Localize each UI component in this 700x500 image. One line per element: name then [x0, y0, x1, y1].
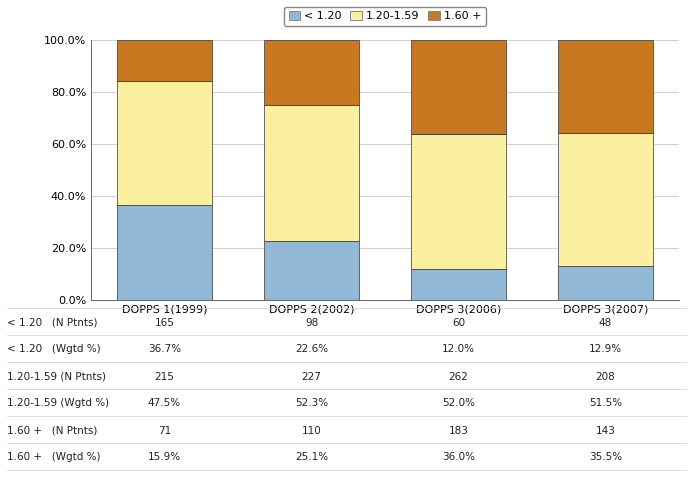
Text: 36.0%: 36.0% — [442, 452, 475, 462]
Bar — [264, 241, 359, 300]
Text: < 1.20   (Wgtd %): < 1.20 (Wgtd %) — [7, 344, 101, 354]
Text: 98: 98 — [305, 318, 318, 328]
Text: 35.5%: 35.5% — [589, 452, 622, 462]
Text: 262: 262 — [449, 372, 468, 382]
Text: 183: 183 — [449, 426, 468, 436]
Bar — [117, 81, 212, 204]
Text: 110: 110 — [302, 426, 321, 436]
Bar — [264, 40, 359, 106]
Text: 1.20-1.59 (Wgtd %): 1.20-1.59 (Wgtd %) — [7, 398, 109, 408]
Text: 51.5%: 51.5% — [589, 398, 622, 408]
Text: 48: 48 — [599, 318, 612, 328]
Legend: < 1.20, 1.20-1.59, 1.60 +: < 1.20, 1.20-1.59, 1.60 + — [284, 6, 486, 26]
Bar — [411, 134, 506, 269]
Bar — [117, 40, 212, 81]
Text: 47.5%: 47.5% — [148, 398, 181, 408]
Text: 60: 60 — [452, 318, 465, 328]
Text: 165: 165 — [155, 318, 174, 328]
Text: 25.1%: 25.1% — [295, 452, 328, 462]
Text: 215: 215 — [155, 372, 174, 382]
Bar — [117, 204, 212, 300]
Text: 15.9%: 15.9% — [148, 452, 181, 462]
Bar — [558, 266, 653, 300]
Text: < 1.20   (N Ptnts): < 1.20 (N Ptnts) — [7, 318, 97, 328]
Text: 1.60 +   (Wgtd %): 1.60 + (Wgtd %) — [7, 452, 101, 462]
Text: 143: 143 — [596, 426, 615, 436]
Text: 22.6%: 22.6% — [295, 344, 328, 354]
Text: 227: 227 — [302, 372, 321, 382]
Text: 1.60 +   (N Ptnts): 1.60 + (N Ptnts) — [7, 426, 97, 436]
Bar — [411, 269, 506, 300]
Bar — [264, 106, 359, 241]
Text: 71: 71 — [158, 426, 171, 436]
Text: 12.9%: 12.9% — [589, 344, 622, 354]
Text: 52.0%: 52.0% — [442, 398, 475, 408]
Text: 36.7%: 36.7% — [148, 344, 181, 354]
Text: 1.20-1.59 (N Ptnts): 1.20-1.59 (N Ptnts) — [7, 372, 106, 382]
Text: 52.3%: 52.3% — [295, 398, 328, 408]
Text: 12.0%: 12.0% — [442, 344, 475, 354]
Bar — [558, 132, 653, 266]
Bar — [558, 40, 653, 132]
Text: 208: 208 — [596, 372, 615, 382]
Bar — [411, 40, 506, 134]
